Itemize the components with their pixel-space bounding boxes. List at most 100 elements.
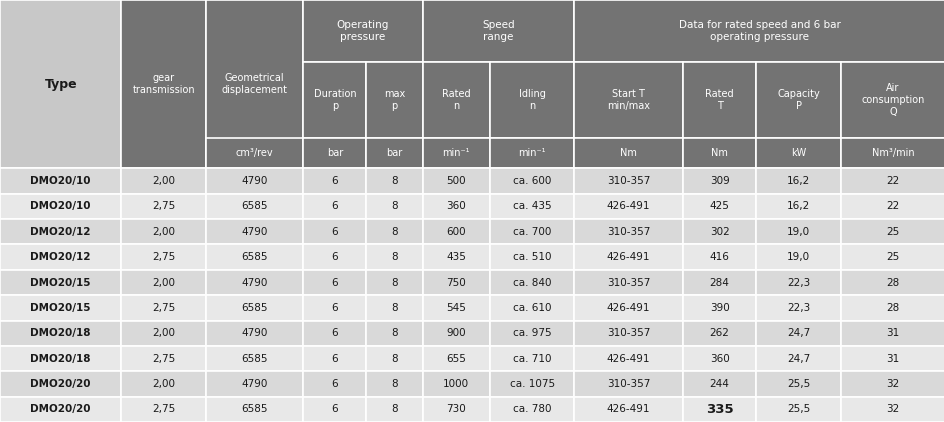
Text: 6: 6 <box>331 379 338 389</box>
Text: max
p: max p <box>383 89 405 111</box>
Bar <box>574 168 682 194</box>
Bar <box>489 194 574 219</box>
Bar <box>366 295 422 321</box>
Bar <box>422 168 489 194</box>
Bar <box>574 62 682 138</box>
Bar <box>366 371 422 397</box>
Text: DMO20/12: DMO20/12 <box>30 227 91 237</box>
Text: 32: 32 <box>885 379 899 389</box>
Bar <box>840 270 944 295</box>
Bar <box>489 270 574 295</box>
Text: Nm: Nm <box>619 148 636 158</box>
Bar <box>121 270 206 295</box>
Text: ca. 610: ca. 610 <box>513 303 550 313</box>
Bar <box>840 219 944 244</box>
Text: 2,00: 2,00 <box>152 176 175 186</box>
Bar <box>755 168 840 194</box>
Bar <box>422 270 489 295</box>
Text: 310-357: 310-357 <box>606 227 649 237</box>
Text: 2,00: 2,00 <box>152 379 175 389</box>
Text: 2,00: 2,00 <box>152 328 175 338</box>
Bar <box>682 138 755 168</box>
Text: 22: 22 <box>885 176 899 186</box>
Text: 2,00: 2,00 <box>152 278 175 287</box>
Text: 6: 6 <box>331 328 338 338</box>
Bar <box>682 346 755 371</box>
Text: Air
consumption
Q: Air consumption Q <box>860 83 923 117</box>
Text: 8: 8 <box>391 176 397 186</box>
Text: 244: 244 <box>709 379 729 389</box>
Text: 28: 28 <box>885 278 899 287</box>
Bar <box>121 397 206 422</box>
Text: 22,3: 22,3 <box>786 303 809 313</box>
Text: 19,0: 19,0 <box>786 252 809 262</box>
Text: 22,3: 22,3 <box>786 278 809 287</box>
Text: 6585: 6585 <box>241 252 268 262</box>
Bar <box>422 295 489 321</box>
Text: 8: 8 <box>391 303 397 313</box>
Text: 302: 302 <box>709 227 729 237</box>
Text: DMO20/12: DMO20/12 <box>30 252 91 262</box>
Text: 6: 6 <box>331 227 338 237</box>
Text: 360: 360 <box>709 354 729 364</box>
Bar <box>840 321 944 346</box>
Text: 8: 8 <box>391 379 397 389</box>
Bar <box>682 168 755 194</box>
Bar <box>206 346 303 371</box>
Bar <box>682 371 755 397</box>
Bar <box>206 219 303 244</box>
Text: 16,2: 16,2 <box>786 176 809 186</box>
Bar <box>489 219 574 244</box>
Bar <box>574 346 682 371</box>
Bar <box>422 397 489 422</box>
Bar <box>682 244 755 270</box>
Text: 425: 425 <box>709 201 729 211</box>
Bar <box>366 219 422 244</box>
Bar <box>0 194 121 219</box>
Text: gear
transmission: gear transmission <box>132 73 194 95</box>
Bar <box>489 346 574 371</box>
Bar <box>206 138 303 168</box>
Bar <box>366 321 422 346</box>
Bar <box>840 295 944 321</box>
Text: DMO20/18: DMO20/18 <box>30 328 91 338</box>
Text: ca. 435: ca. 435 <box>513 201 551 211</box>
Text: 6585: 6585 <box>241 354 268 364</box>
Bar <box>303 371 366 397</box>
Text: 426-491: 426-491 <box>606 354 649 364</box>
Bar <box>682 194 755 219</box>
Text: 19,0: 19,0 <box>786 227 809 237</box>
Text: 24,7: 24,7 <box>786 354 809 364</box>
Text: 24,7: 24,7 <box>786 328 809 338</box>
Bar <box>303 321 366 346</box>
Bar <box>0 270 121 295</box>
Text: 435: 435 <box>446 252 465 262</box>
Bar <box>303 0 422 62</box>
Bar <box>121 194 206 219</box>
Text: 730: 730 <box>446 404 465 414</box>
Bar <box>840 371 944 397</box>
Bar <box>755 138 840 168</box>
Bar <box>206 194 303 219</box>
Text: 655: 655 <box>446 354 465 364</box>
Bar <box>121 371 206 397</box>
Text: DMO20/15: DMO20/15 <box>30 303 91 313</box>
Bar <box>303 219 366 244</box>
Bar <box>489 321 574 346</box>
Text: 32: 32 <box>885 404 899 414</box>
Bar <box>0 371 121 397</box>
Bar <box>366 194 422 219</box>
Text: 25,5: 25,5 <box>786 404 809 414</box>
Bar <box>574 295 682 321</box>
Bar <box>755 371 840 397</box>
Bar <box>755 194 840 219</box>
Bar <box>0 244 121 270</box>
Text: 310-357: 310-357 <box>606 379 649 389</box>
Bar <box>121 244 206 270</box>
Bar <box>366 138 422 168</box>
Bar <box>0 397 121 422</box>
Text: 6: 6 <box>331 278 338 287</box>
Bar <box>0 346 121 371</box>
Text: 262: 262 <box>709 328 729 338</box>
Text: 900: 900 <box>446 328 465 338</box>
